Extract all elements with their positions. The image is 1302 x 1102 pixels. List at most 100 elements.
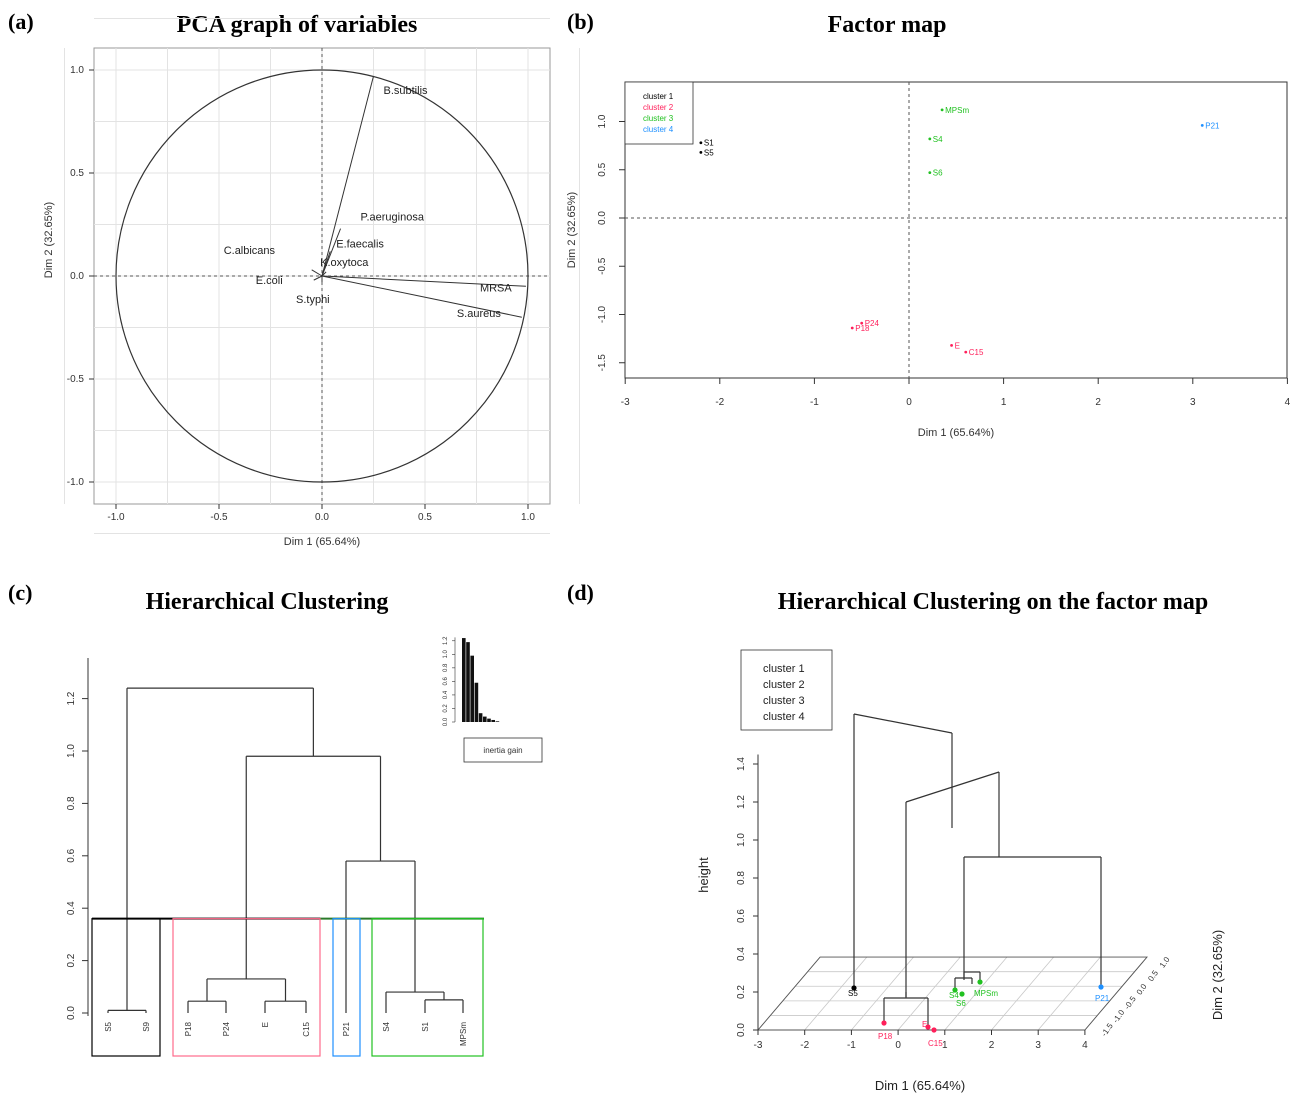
inset-bar [495,721,500,722]
point-label: P21 [1095,994,1110,1003]
variable-label: E.coli [256,275,283,287]
x-tick-label: -1 [847,1040,856,1051]
inset-tick-label: 0.4 [443,690,449,699]
point-label: C15 [928,1039,943,1048]
dim2-tick-label: -1.5 [1100,1021,1116,1038]
variable-vector [321,275,522,318]
panel-d-legend: cluster 1 cluster 2 cluster 3 cluster 4 [740,649,833,731]
y-tick-label: 0.0 [70,271,84,282]
point-label: S5 [704,148,714,157]
y-tick-label: -0.5 [597,257,608,275]
y-tick-label: 1.2 [66,691,77,705]
panel-d: (d) Hierarchical Clustering on the facto… [567,580,1225,1093]
point-marker [959,991,965,997]
variable-vector [321,76,374,277]
panel-a-xlabel: Dim 1 (65.64%) [284,536,360,548]
y-tick-label: 0.5 [597,162,608,176]
panel-c-title: Hierarchical Clustering [146,589,389,615]
variable-vector [321,275,526,287]
variable-label: E.faecalis [336,238,384,250]
y-tick-label: 0.2 [66,953,77,967]
x-tick-label: 0 [906,397,912,408]
panel-b-ylabel: Dim 2 (32.65%) [566,192,578,268]
panel-a: (a) PCA graph of variables -1.0 -0.5 0.0 0.… [8,9,580,548]
panel-d-legend-c4: cluster 4 [763,711,805,723]
floor-grid-line [804,956,868,1031]
panel-c-cluster-boxes [91,918,484,1057]
panel-a-tag: (a) [8,9,34,34]
point-marker [850,326,854,330]
point-marker [950,343,953,347]
leaf-label: P18 [184,1021,193,1036]
inset-bar [466,642,470,722]
panel-a-ylabel: Dim 2 (32.65%) [43,202,55,278]
point-label: MPSm [945,106,969,115]
leaf-label: P24 [222,1021,231,1036]
leaf-label: E [261,1022,270,1027]
panel-c-dendrogram [92,687,484,1013]
x-tick-label: 1 [1001,397,1007,408]
point-label: S1 [704,139,714,148]
point-label: P21 [1205,121,1220,130]
x-tick-label: -1 [810,397,819,408]
variable-label: C.albicans [224,245,276,257]
dim2-tick-label: -0.5 [1123,994,1139,1011]
inset-bar [483,716,487,722]
panel-a-vectors: B.subtilis P.aeruginosa E.faecalis C.albica… [224,76,526,320]
y-tick-label: 0.6 [66,848,77,862]
inset-bar [474,682,479,722]
point-marker [928,171,932,175]
z-tick-label: 1.2 [736,795,747,809]
x-tick-label: 3 [1190,397,1196,408]
panel-a-ticks: -1.0 -0.5 0.0 0.5 1.0 -1.0 -0.5 0.0 0.5 1.0 [67,65,536,523]
variable-label: B.subtilis [384,85,429,97]
x-tick-label: 0.0 [315,512,329,523]
point-label: P24 [865,319,880,328]
panel-d-floor-grid [757,754,1148,1031]
y-tick-label: 1.0 [70,65,84,76]
x-tick-label: 1 [942,1040,948,1051]
panel-c-tag: (c) [8,580,32,605]
y-tick-label: -1.0 [597,305,608,323]
y-tick-label: 0.0 [66,1006,77,1020]
panel-b-legend-box [624,81,694,145]
x-tick-label: 0 [895,1040,901,1051]
z-tick-label: 1.0 [736,833,747,847]
panel-b-plot-area [624,81,1288,379]
variable-label: S.aureus [457,308,502,320]
x-tick-label: -0.5 [210,512,228,523]
panel-c-inertia-inset: inertia gain 0.0 0.2 0.4 0.6 0.8 1.0 1.2 [443,636,543,763]
y-tick-label: 0.0 [597,211,608,225]
panel-b-ticks: -3 -2 -1 0 1 2 3 4 -1.5 -1.0 -0.5 0.0 0.5 1.0 [597,114,1291,408]
floor-grid-line [851,956,914,1031]
inset-bar [491,719,495,722]
point-label: S4 [949,991,959,1000]
x-tick-label: -2 [800,1040,809,1051]
x-tick-label: 4 [1285,397,1291,408]
y-tick-label: -1.5 [597,354,608,372]
dim2-tick-label: -1.0 [1111,1008,1127,1025]
variable-label: MRSA [480,282,512,294]
point-label: P18 [878,1032,893,1041]
inset-tick-label: 0.8 [443,663,449,672]
dim2-tick-label: 0.0 [1135,982,1149,997]
panel-d-title: Hierarchical Clustering on the factor ma… [778,589,1208,615]
y-tick-label: 1.0 [597,114,608,128]
y-tick-label: -0.5 [67,374,85,385]
point-marker [699,150,703,154]
inset-bar [462,638,466,722]
x-tick-label: -3 [621,397,630,408]
inset-bar [470,655,474,722]
x-tick-label: -1.0 [107,512,125,523]
floor-grid-line [897,956,961,1031]
panel-d-legend-c3: cluster 3 [763,695,805,707]
panel-b-legend: cluster 1 cluster 2 cluster 3 cluster 4 [624,81,694,145]
floor-grid-line [991,956,1054,1031]
variable-vector [321,251,331,277]
point-marker [860,321,864,325]
point-marker [940,108,944,112]
panel-d-zlabel: height [696,857,711,893]
leaf-label: C15 [302,1021,311,1036]
point-label: C15 [969,348,984,357]
point-marker [851,985,857,991]
